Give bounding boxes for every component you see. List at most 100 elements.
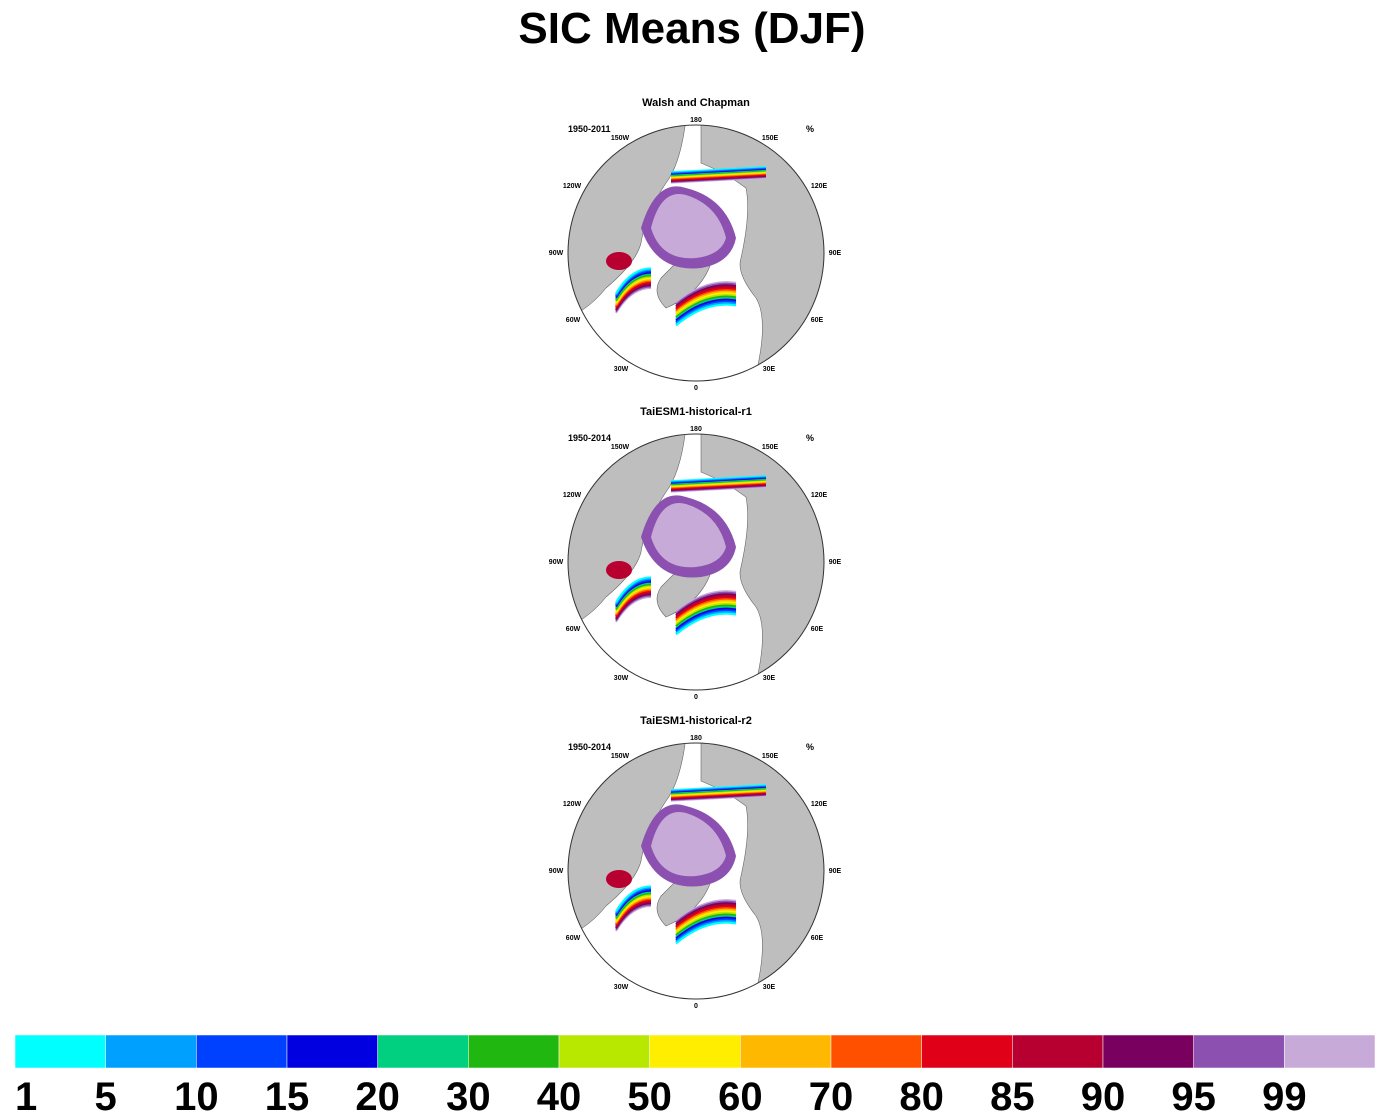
colorbar-label: 90 [1081,1075,1126,1117]
ice-edge-band [670,177,767,184]
ice-edge-band [675,915,737,938]
ice-edge-band [675,281,737,304]
ice-edge-band [675,921,737,945]
map-panels: Walsh and Chapman 1950-2011 % 180 0 150W 150E 1… [549,97,842,1010]
colorbar-label: 20 [355,1075,400,1117]
map-panel-2: TaiESM1-historical-r1 1950-2014 % 180 0 150W 1… [549,406,842,701]
lon-label: 60E [811,317,824,324]
ice-edge-band [675,594,737,618]
ice-edge-band [670,168,767,175]
lon-label: 120W [563,492,582,499]
map-boundary [567,124,825,382]
ice-edge-band [670,793,767,800]
panel-title: Walsh and Chapman [642,97,750,109]
lon-label: 150W [611,753,630,760]
ice-edge-band [675,899,737,922]
ice-edge-band [670,787,767,794]
lon-label: 120W [563,801,582,808]
ice-edge-band [675,903,737,927]
colorbar-swatch [1012,1034,1104,1069]
ice-edge-band [675,916,737,940]
ice-edge-band [675,300,737,324]
lon-label: 150E [762,444,779,451]
ice-edge-band [675,297,737,320]
ice-edge-band [675,919,737,943]
ice-edge-band [675,293,737,317]
ice-edge-band [670,171,767,178]
lon-label: 60W [566,935,581,942]
lon-label: 30E [763,366,776,373]
lon-label: 60W [566,626,581,633]
ice-edge-band [675,607,737,631]
colorbar-label: 99 [1262,1075,1307,1117]
ice-edge-band [670,789,767,796]
ice-edge-band [675,902,737,926]
colorbar-label: 30 [446,1075,491,1117]
lon-label: 90W [549,250,564,257]
ice-edge-band [675,596,737,620]
panel-period: 1950-2014 [568,433,611,443]
panel-unit: % [806,433,814,443]
ice-edge-band [670,486,767,493]
ice-edge-band [670,789,767,796]
lon-label: 0 [694,385,698,392]
ice-edge-band [670,793,767,800]
lon-label: 30W [614,366,629,373]
lon-label: 0 [694,694,698,701]
ice-edge-band [670,785,767,792]
ice-edge-band [670,784,767,791]
colorbar-label: 70 [809,1075,854,1117]
ice-edge-band [670,480,767,487]
ice-edge-band [670,172,767,179]
lon-label: 180 [690,426,702,433]
map-content [568,434,824,690]
ice-edge-band [670,481,767,488]
ice-edge-band [675,298,737,322]
ice-edge-band [670,167,767,174]
ice-edge-band [670,170,767,177]
lon-label: 90E [829,559,842,566]
ice-edge-band [670,786,767,793]
land-eurasia [700,743,824,999]
map-boundary [567,433,825,691]
colorbar-swatch [1284,1034,1376,1069]
lon-label: 120E [811,492,828,499]
ice-edge-band [670,785,767,792]
colorbar-swatch [830,1034,922,1069]
map-panel-3: TaiESM1-historical-r2 1950-2014 % 180 0 150W 1… [549,715,842,1010]
ice-edge-band [670,485,767,492]
lon-label: 90W [549,559,564,566]
lon-label: 150E [762,135,779,142]
ice-edge-band [670,790,767,797]
lon-label: 0 [694,1003,698,1010]
ice-edge-band [675,598,737,621]
map-content [568,743,824,999]
ice-edge-band [675,908,737,932]
ice-edge-band [675,295,737,319]
ice-edge-band [675,590,737,613]
map-boundary [567,742,825,1000]
colorbar-swatch [1102,1034,1194,1069]
panel-title: TaiESM1-historical-r1 [640,406,752,418]
ice-edge-band [675,289,737,312]
sea-ice-core [651,811,726,877]
ice-edge-band [675,599,737,623]
sea-ice-core [651,193,726,259]
hudson-bay-ice [606,870,632,888]
lon-label: 150E [762,753,779,760]
sea-ice-core [651,502,726,568]
ice-edge-band [670,484,767,491]
ice-edge-band [670,171,767,178]
colorbar-swatch [14,1034,106,1069]
colorbar: 1 5 10 15 20 30 40 50 60 70 80 85 90 95 99 [14,1034,1376,1117]
ice-edge-band [670,476,767,483]
ice-edge-band [675,591,737,615]
colorbar-swatch [468,1034,560,1069]
lon-label: 90E [829,250,842,257]
ice-edge-band [670,175,767,182]
colorbar-swatch [740,1034,832,1069]
colorbar-label: 5 [95,1075,117,1117]
lon-label: 120E [811,801,828,808]
ice-edge-band [670,479,767,486]
colorbar-label: 1 [15,1075,37,1117]
